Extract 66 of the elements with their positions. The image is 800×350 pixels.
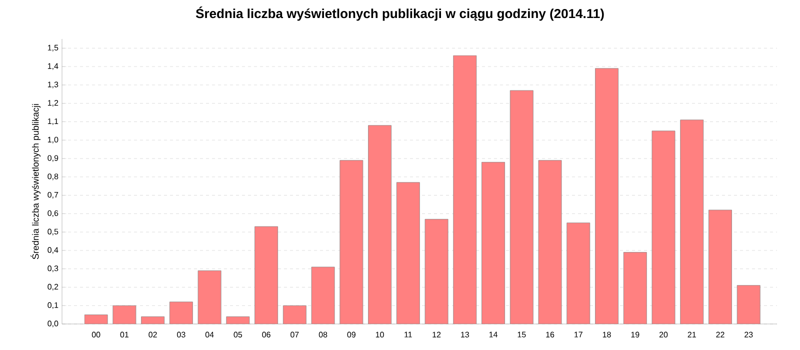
x-tick-label: 14 xyxy=(489,332,498,338)
y-tick-label: 0,8 xyxy=(48,174,58,180)
y-tick-label: 0,2 xyxy=(48,284,58,291)
bar xyxy=(282,305,306,324)
bar xyxy=(482,162,505,324)
y-tick-label: 1,3 xyxy=(48,82,58,88)
x-tick-label: 16 xyxy=(546,332,554,338)
x-tick-label: 09 xyxy=(347,332,356,338)
x-tick-label: 17 xyxy=(574,332,582,338)
bar xyxy=(198,270,222,324)
bar xyxy=(623,252,647,324)
bar xyxy=(566,222,590,324)
x-tick-label: 01 xyxy=(120,332,128,338)
bar xyxy=(368,125,392,324)
bar xyxy=(680,120,704,324)
y-tick-label: 0,1 xyxy=(48,302,58,309)
x-tick-label: 06 xyxy=(262,332,270,338)
y-axis-title: Średnia liczba wyświetlonych publikacji xyxy=(30,104,40,260)
x-tick-label: 22 xyxy=(716,332,724,338)
y-tick-label: 0,4 xyxy=(48,247,58,254)
y-tick-label: 0,3 xyxy=(48,266,58,272)
y-tick-label: 1,1 xyxy=(48,118,58,125)
x-tick-label: 13 xyxy=(461,332,469,338)
bar xyxy=(453,55,477,324)
bar xyxy=(424,218,448,324)
bar xyxy=(396,182,420,324)
x-tick-label: 18 xyxy=(602,332,611,338)
bar xyxy=(538,160,562,324)
x-tick-label: 11 xyxy=(404,332,412,338)
x-tick-label: 08 xyxy=(318,332,328,338)
bar xyxy=(652,130,676,324)
bar xyxy=(340,160,364,324)
bar xyxy=(112,305,136,324)
x-tick-label: 04 xyxy=(205,332,214,338)
x-tick-label: 23 xyxy=(744,332,753,338)
bar xyxy=(736,285,760,324)
x-tick-label: 10 xyxy=(376,332,384,338)
bar xyxy=(226,316,250,324)
bar xyxy=(311,266,335,324)
bar xyxy=(708,210,732,324)
bar xyxy=(254,226,278,324)
bar xyxy=(169,302,193,324)
x-tick-label: 07 xyxy=(290,332,299,338)
bar xyxy=(595,68,618,324)
x-tick-label: 15 xyxy=(518,332,526,338)
bar xyxy=(84,314,108,324)
y-tick-label: 0,6 xyxy=(48,210,58,217)
chart-title: Średnia liczba wyświetlonych publikacji w ciągu godziny (2014.11) xyxy=(196,6,604,21)
x-tick-label: 19 xyxy=(631,332,640,338)
y-tick-label: 0,5 xyxy=(48,228,58,236)
x-tick-label: 00 xyxy=(92,332,100,338)
x-tick-label: 21 xyxy=(688,332,696,338)
y-tick-label: 0,0 xyxy=(48,320,58,328)
x-tick-label: 12 xyxy=(432,332,441,338)
x-tick-label: 05 xyxy=(234,332,242,338)
bar xyxy=(141,316,165,324)
y-tick-label: 1,2 xyxy=(48,100,58,107)
x-tick-label: 02 xyxy=(148,332,157,338)
y-tick-label: 0,7 xyxy=(48,192,58,199)
y-tick-label: 1,4 xyxy=(48,63,58,70)
bar xyxy=(510,90,534,324)
y-tick-label: 0,9 xyxy=(48,155,58,162)
x-tick-label: 03 xyxy=(177,332,186,338)
y-tick-label: 1,5 xyxy=(48,44,58,52)
y-tick-label: 1,0 xyxy=(48,136,58,144)
x-tick-label: 20 xyxy=(659,332,668,338)
